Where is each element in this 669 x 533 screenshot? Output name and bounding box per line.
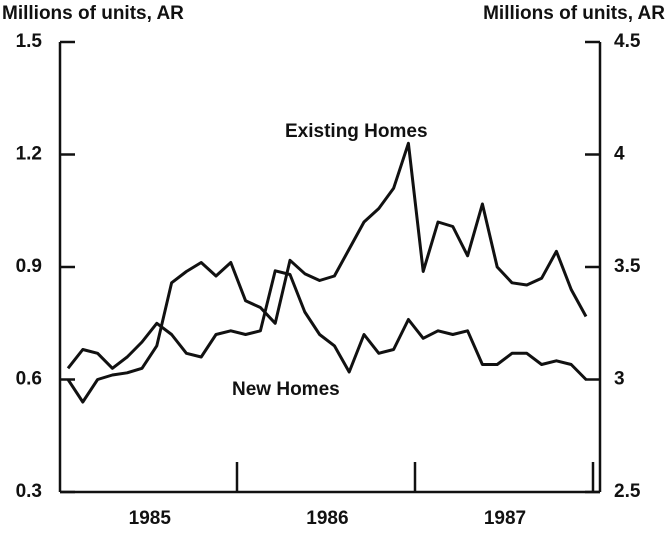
y-tick-label: 0.3	[16, 481, 42, 502]
y2-tick-label: 3.5	[614, 256, 641, 277]
x-tick-label: 1987	[484, 508, 526, 529]
y2-tick-label: 3	[614, 369, 625, 390]
x-tick-label: 1986	[306, 508, 348, 529]
annotation: New Homes	[232, 379, 340, 400]
series-line	[66, 141, 588, 404]
y-tick-label: 1.2	[16, 144, 42, 165]
y-tick-label: 0.9	[16, 256, 42, 277]
y2-tick-label: 4.5	[614, 31, 641, 52]
y2-tick-label: 2.5	[614, 481, 641, 502]
y-tick-label: 0.6	[16, 369, 42, 390]
y2-tick-label: 4	[614, 144, 625, 165]
y2-axis-title: Millions of units, AR	[483, 3, 665, 24]
y-tick-label: 1.5	[16, 31, 43, 52]
series-line	[66, 269, 588, 381]
annotation: Existing Homes	[285, 121, 428, 142]
y-axis-title: Millions of units, AR	[2, 3, 184, 24]
x-tick-label: 1985	[129, 508, 172, 529]
